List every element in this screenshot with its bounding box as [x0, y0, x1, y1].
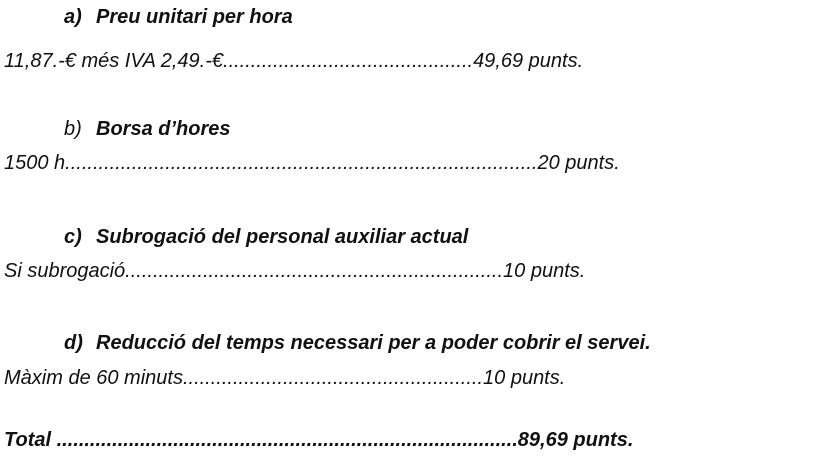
section-line: 1500 h..................................…: [4, 152, 620, 174]
section-letter: b): [64, 118, 82, 140]
total-line: Total ..................................…: [4, 429, 634, 451]
section-title: Subrogació del personal auxiliar actual: [96, 226, 469, 248]
section-line: 11,87.-€ més IVA 2,49.-€................…: [4, 50, 584, 72]
section-heading: d) Reducció del temps necessari per a pod…: [64, 332, 651, 355]
section-heading: a) Preu unitari per hora: [64, 6, 293, 29]
section-line: Si subrogació...........................…: [4, 260, 586, 282]
section-heading: c) Subrogació del personal auxiliar actua…: [64, 226, 468, 249]
section-letter: c): [64, 226, 82, 248]
section-title: Preu unitari per hora: [96, 6, 293, 28]
section-title: Borsa d’hores: [96, 118, 231, 140]
section-letter: d): [64, 332, 83, 354]
section-title: Reducció del temps necessari per a poder…: [96, 332, 651, 354]
section-line: Màxim de 60 minuts......................…: [4, 367, 566, 389]
section-heading: b) Borsa d’hores: [64, 118, 230, 141]
section-letter: a): [64, 6, 82, 28]
